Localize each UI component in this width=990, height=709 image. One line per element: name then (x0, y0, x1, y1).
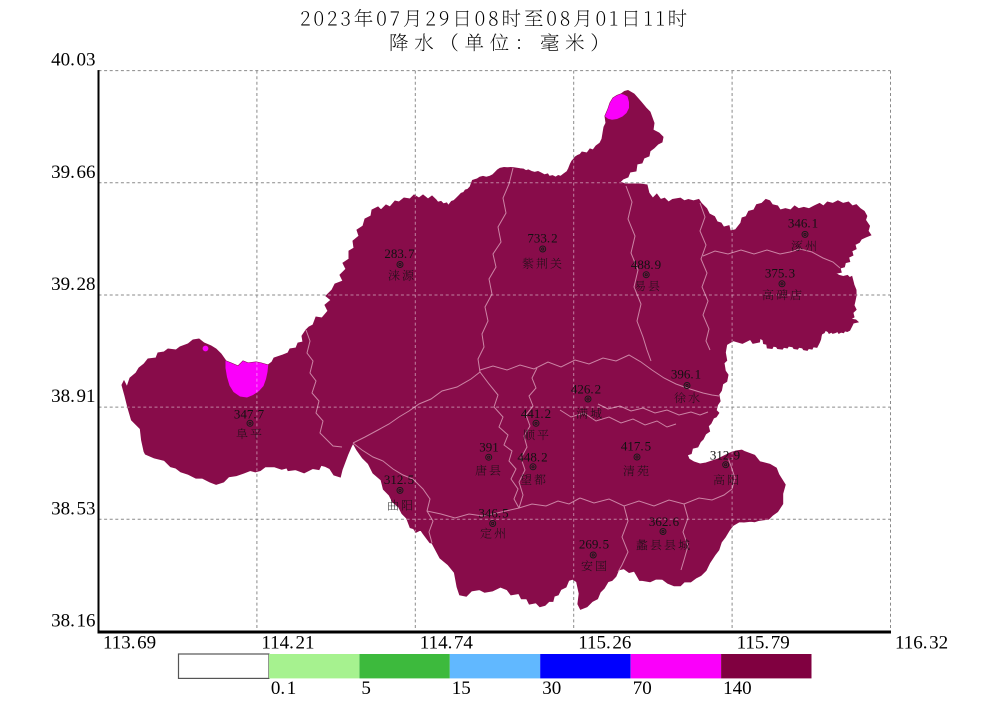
svg-text:283. 7: 283. 7 (384, 246, 415, 261)
svg-text:375. 3: 375. 3 (765, 265, 795, 280)
svg-text:115. 26: 115. 26 (578, 632, 631, 653)
svg-text:140: 140 (723, 678, 752, 699)
svg-text:115. 79: 115. 79 (737, 632, 790, 653)
svg-text:0. 1: 0. 1 (271, 678, 296, 699)
svg-text:38. 16: 38. 16 (51, 611, 95, 632)
svg-text:70: 70 (633, 678, 652, 699)
svg-text:441. 2: 441. 2 (521, 406, 551, 421)
svg-text:312. 5: 312. 5 (384, 472, 414, 487)
svg-text:362. 6: 362. 6 (649, 514, 680, 529)
svg-text:426. 2: 426. 2 (571, 381, 601, 396)
svg-text:114. 21: 114. 21 (261, 632, 314, 653)
svg-text:15: 15 (452, 678, 471, 699)
svg-text:733. 2: 733. 2 (527, 230, 557, 245)
svg-text:113. 69: 113. 69 (103, 632, 156, 653)
svg-text:346. 1: 346. 1 (788, 215, 818, 230)
svg-text:346. 5: 346. 5 (478, 505, 508, 520)
svg-text:40. 03: 40. 03 (51, 50, 95, 71)
svg-text:116. 32: 116. 32 (895, 632, 948, 653)
svg-text:5: 5 (361, 678, 371, 699)
svg-text:396. 1: 396. 1 (671, 366, 701, 381)
svg-text:114. 74: 114. 74 (420, 632, 474, 653)
svg-text:417. 5: 417. 5 (621, 438, 651, 453)
svg-text:39. 66: 39. 66 (51, 162, 95, 183)
svg-text:391: 391 (479, 439, 499, 454)
svg-text:39. 28: 39. 28 (51, 274, 95, 295)
svg-text:448. 2: 448. 2 (517, 449, 547, 464)
svg-text:488. 9: 488. 9 (631, 257, 661, 272)
svg-text:312. 9: 312. 9 (710, 447, 740, 462)
svg-text:30: 30 (542, 678, 561, 699)
svg-text:38. 53: 38. 53 (51, 498, 95, 519)
svg-text:38. 91: 38. 91 (51, 386, 95, 407)
svg-text:269. 5: 269. 5 (579, 537, 609, 552)
svg-text:347. 7: 347. 7 (234, 406, 265, 421)
